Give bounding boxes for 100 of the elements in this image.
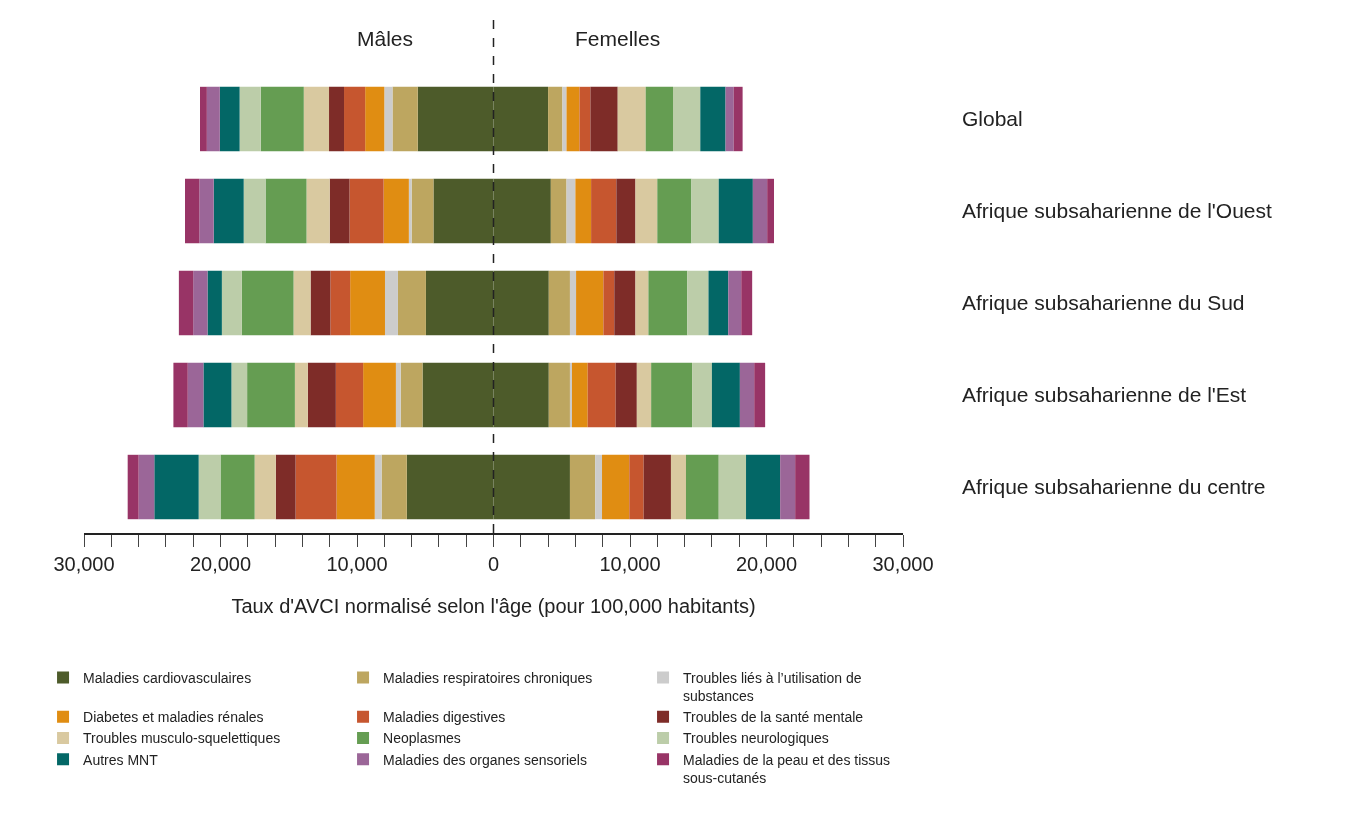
bar	[711, 362, 740, 428]
bar	[569, 362, 572, 428]
bar	[335, 362, 364, 428]
bar	[392, 86, 418, 152]
bar	[198, 454, 221, 520]
bar	[718, 454, 747, 520]
bar	[635, 270, 649, 336]
y-tick-label: Afrique subsaharienne du centre	[962, 475, 1266, 499]
bar	[629, 454, 644, 520]
bar	[595, 454, 603, 520]
bar	[395, 362, 401, 428]
bar	[616, 178, 636, 244]
bar	[239, 86, 261, 152]
bar	[243, 178, 266, 244]
bar	[408, 178, 412, 244]
bar	[741, 270, 753, 336]
bar	[138, 454, 155, 520]
bar	[363, 362, 396, 428]
bar	[203, 362, 232, 428]
bar	[350, 270, 385, 336]
bar	[767, 178, 775, 244]
legend-label: Maladies cardiovasculaires	[83, 669, 252, 686]
x-tick-label: 10,000	[599, 552, 661, 575]
bar	[330, 270, 351, 336]
bar	[687, 270, 709, 336]
bar	[397, 270, 426, 336]
legend-label: Troubles de la santé mentale	[683, 709, 864, 726]
x-tick-label: 20,000	[189, 552, 252, 575]
bar	[206, 86, 220, 152]
bar	[795, 454, 810, 520]
bar	[294, 362, 308, 428]
bar	[728, 270, 742, 336]
legend-label: Neoplasmes	[383, 730, 461, 747]
bar	[780, 454, 796, 520]
bar	[310, 270, 331, 336]
bar	[648, 270, 688, 336]
annotation: Femelles	[575, 27, 661, 50]
bar	[575, 178, 592, 244]
bar	[548, 270, 570, 336]
bar	[576, 270, 604, 336]
bar	[306, 178, 330, 244]
bar	[617, 86, 646, 152]
bar	[700, 86, 726, 152]
bar	[193, 270, 208, 336]
bar	[718, 178, 753, 244]
bar	[275, 454, 296, 520]
bar	[651, 362, 693, 428]
x-tick-label: 30,000	[53, 552, 115, 575]
bar	[691, 178, 719, 244]
bar	[220, 454, 255, 520]
bar	[247, 362, 295, 428]
bar	[550, 178, 567, 244]
bar	[344, 86, 366, 152]
bar	[265, 178, 307, 244]
bar	[384, 270, 398, 336]
bar	[219, 86, 240, 152]
bar	[692, 362, 712, 428]
bar	[365, 86, 385, 152]
bar	[400, 362, 423, 428]
bar	[657, 178, 692, 244]
x-tick-label: 0	[487, 552, 500, 575]
bar	[670, 454, 686, 520]
bar	[566, 178, 576, 244]
bar	[615, 362, 637, 428]
y-tick-label: Afrique subsaharienne de l'Ouest	[962, 199, 1273, 223]
bar	[548, 86, 563, 152]
legend-label: Maladies respiratoires chroniques	[383, 669, 593, 686]
bar	[307, 362, 336, 428]
bar	[221, 270, 242, 336]
bar	[725, 86, 734, 152]
bar	[185, 178, 200, 244]
bar	[739, 362, 755, 428]
legend-label: Autres MNT	[83, 751, 159, 768]
bar	[303, 86, 330, 152]
bar	[154, 454, 199, 520]
bar	[329, 178, 350, 244]
legend-label: Maladies des organes sensoriels	[383, 751, 587, 768]
bar	[635, 178, 658, 244]
bar	[173, 362, 188, 428]
bar	[384, 86, 393, 152]
y-tick-label: Afrique subsaharienne de l'Est	[962, 383, 1247, 407]
bar	[178, 270, 194, 336]
bar	[603, 270, 615, 336]
bar	[187, 362, 204, 428]
legend-label: Maladies digestives	[383, 709, 506, 726]
bar	[295, 454, 337, 520]
bar	[349, 178, 384, 244]
bar	[754, 362, 766, 428]
bar	[708, 270, 729, 336]
bar	[562, 86, 567, 152]
bar	[374, 454, 382, 520]
bar	[636, 362, 652, 428]
bar	[645, 86, 673, 152]
bar	[590, 86, 618, 152]
bar	[591, 178, 617, 244]
bar	[213, 178, 244, 244]
x-tick-label: 30,000	[872, 552, 934, 575]
bar	[254, 454, 276, 520]
bar	[746, 454, 781, 520]
annotation: Mâles	[357, 27, 414, 50]
